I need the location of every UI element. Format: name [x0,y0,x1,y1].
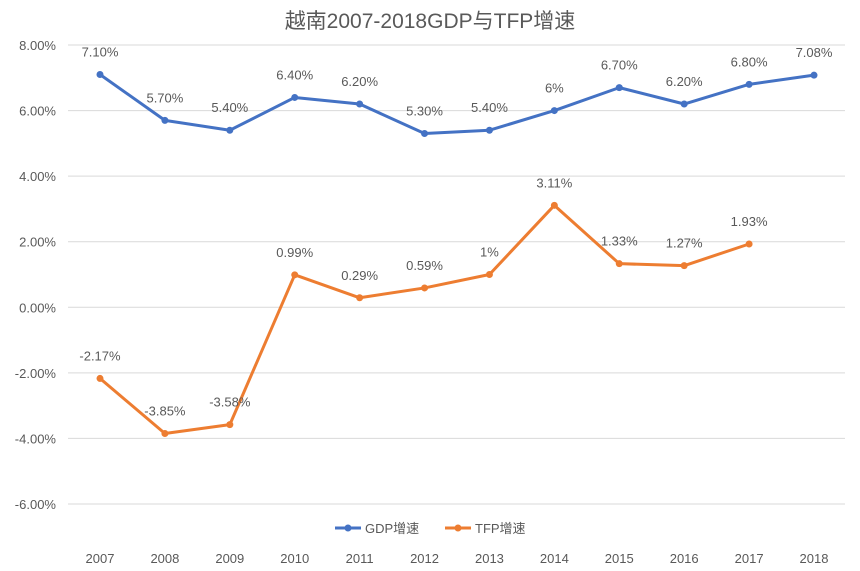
data-label: 0.59% [406,258,443,273]
data-point [291,271,299,279]
data-point [161,116,169,124]
data-point [680,100,688,108]
data-label: 0.29% [341,268,378,283]
legend-marker [454,524,462,532]
x-tick-label: 2012 [410,551,439,566]
data-point [485,271,493,278]
legend-marker [344,524,352,532]
data-point [291,93,299,101]
data-label: -3.85% [144,404,186,419]
y-tick-label: 6.00% [19,104,56,119]
data-label: 6.40% [276,67,313,82]
data-label: 6.70% [601,58,638,73]
x-tick-label: 2017 [735,551,764,566]
x-tick-label: 2013 [475,551,504,566]
data-point [550,107,558,115]
data-point [356,100,364,108]
data-label: 6.20% [666,74,703,89]
data-label: 3.11% [536,175,572,190]
y-tick-label: -2.00% [15,366,57,381]
y-tick-label: -6.00% [15,497,57,512]
data-label: -3.58% [209,395,251,410]
chart-title: 越南2007-2018GDP与TFP增速 [285,10,576,33]
data-label: 7.08% [796,45,833,60]
data-label: 7.10% [82,45,119,60]
x-tick-label: 2015 [605,551,634,566]
series-line-gdp [99,73,815,136]
data-label: 6% [545,81,564,96]
x-tick-label: 2014 [540,551,569,566]
data-point [615,260,623,268]
data-label: 1.27% [666,236,703,251]
x-tick-label: 2009 [215,551,244,566]
data-point [421,130,429,138]
data-label: 5.40% [211,100,248,115]
data-label: 1% [480,245,499,260]
data-point [810,71,818,79]
data-label: 6.80% [731,54,768,69]
data-point [421,284,429,292]
x-tick-label: 2016 [670,551,699,566]
y-tick-label: 4.00% [19,169,56,184]
data-point [615,84,623,92]
data-label: 6.20% [341,74,378,89]
x-tick-label: 2008 [150,551,179,566]
y-tick-label: 0.00% [19,300,56,315]
y-tick-label: 8.00% [19,38,56,53]
x-tick-label: 2010 [280,551,309,566]
data-label: 1.93% [731,214,768,229]
x-tick-label: 2007 [86,551,115,566]
data-point [161,430,169,438]
y-tick-label: -4.00% [15,431,57,446]
data-point [226,421,234,429]
legend-label: TFP增速 [475,521,526,536]
data-point [96,71,104,79]
series-line-tfp [99,203,750,436]
legend-label: GDP增速 [365,521,419,536]
data-point [550,201,558,209]
data-point [226,126,234,134]
data-label: 5.70% [146,90,183,105]
data-point [356,294,364,302]
x-tick-label: 2018 [800,551,829,566]
data-label: 5.40% [471,100,508,115]
data-label: 5.30% [406,104,443,119]
x-tick-label: 2011 [346,551,374,566]
data-point [745,240,753,248]
data-point [96,374,104,382]
data-point [680,262,688,270]
y-tick-label: 2.00% [19,235,56,250]
data-label: 0.99% [276,245,313,260]
data-point [485,126,493,134]
data-point [745,80,753,88]
data-label: -2.17% [79,348,121,363]
data-label: 1.33% [601,234,638,249]
